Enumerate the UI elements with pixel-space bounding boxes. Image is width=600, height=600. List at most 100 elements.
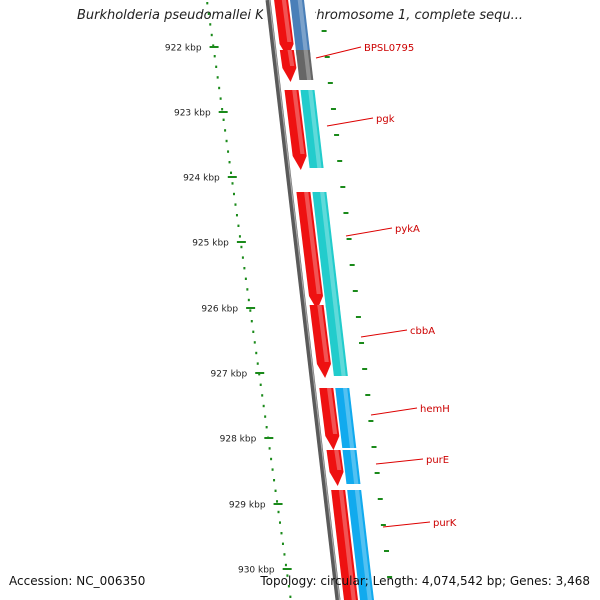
gene-arrow-forward	[331, 490, 358, 600]
minor-tick	[206, 2, 209, 5]
minor-tick	[277, 510, 280, 514]
minor-tick	[287, 585, 290, 588]
gene-arrow-reverse-shine	[308, 90, 322, 168]
minor-tick	[210, 33, 213, 37]
gene-arrow-reverse-shine	[303, 50, 312, 80]
minor-tick	[237, 224, 240, 227]
minor-tick	[209, 23, 212, 26]
minor-tick	[243, 267, 246, 270]
minor-tick	[271, 468, 274, 471]
gene-label-leader	[360, 329, 408, 338]
gene-arrow-reverse-shine	[342, 388, 355, 448]
minor-tick	[249, 309, 252, 312]
minor-tick	[327, 82, 333, 84]
scale-tick-label: 926 kbp	[201, 305, 238, 315]
gene-arrow-reverse	[312, 192, 340, 308]
minor-tick	[359, 342, 365, 344]
scale-tick-label: 930 kbp	[238, 566, 275, 576]
minor-tick	[286, 574, 289, 577]
minor-tick	[276, 500, 279, 503]
gene-arrow-forward	[296, 192, 323, 310]
minor-tick	[330, 108, 336, 110]
major-ticks: 922 kbp 923 kbp 924 kbp 925 kbp 926 kbp 927 k…	[165, 44, 292, 576]
gene-arrow-forward-shine	[334, 450, 342, 470]
gene-arrow-forward	[326, 450, 344, 486]
gene-arrow-reverse	[347, 490, 374, 600]
minor-tick	[380, 524, 386, 526]
minor-tick	[258, 373, 261, 376]
scale-tick-label: 922 kbp	[165, 44, 202, 54]
gene-arrow-reverse-shine	[333, 305, 346, 376]
gene-arrow-forward-shine	[287, 50, 295, 66]
gene-label[interactable]: pykA	[395, 224, 420, 235]
minor-tick	[228, 161, 231, 164]
gene-arrow-reverse	[325, 305, 348, 376]
minor-tick	[337, 160, 343, 162]
minor-tick	[273, 479, 276, 482]
minor-tick	[278, 521, 281, 524]
minor-tick	[215, 65, 218, 68]
gene-label[interactable]: cbbA	[410, 326, 435, 337]
minor-tick	[247, 298, 250, 302]
gene-label-leader	[375, 458, 424, 465]
minor-tick	[250, 320, 253, 323]
minor-tick	[216, 76, 219, 79]
minor-tick	[255, 351, 258, 355]
accession-text: Accession: NC_006350	[9, 574, 146, 588]
gene-label[interactable]: purE	[426, 455, 449, 466]
minor-tick	[265, 426, 268, 429]
summary-text: Topology: circular; Length: 4,074,542 bp…	[260, 574, 590, 588]
gene-arrow-reverse	[335, 388, 357, 448]
scale-tick-label: 927 kbp	[211, 370, 248, 380]
minor-tick	[252, 330, 255, 333]
minor-tick	[371, 446, 377, 448]
minor-tick	[384, 550, 389, 552]
minor-tick	[281, 542, 284, 545]
minor-tick	[256, 362, 259, 365]
minor-tick	[218, 86, 221, 90]
minor-tick	[225, 139, 228, 143]
gene-label[interactable]: purK	[433, 518, 457, 529]
minor-tick	[212, 44, 215, 47]
minor-tick	[232, 192, 235, 196]
gene-arrow-forward-shine	[292, 90, 305, 154]
minor-tick	[355, 316, 361, 318]
minor-tick	[253, 341, 256, 344]
minor-tick	[340, 186, 346, 188]
gene-arrow-forward	[284, 90, 307, 170]
gene-label[interactable]: hemH	[420, 404, 450, 415]
gene-label-leader	[370, 407, 418, 416]
minor-tick	[244, 277, 247, 280]
minor-tick	[268, 447, 271, 450]
minor-tick	[349, 264, 355, 266]
minor-tick	[224, 129, 227, 132]
minor-tick	[283, 553, 286, 556]
minor-tick	[362, 368, 368, 370]
gene-arrow-reverse-shine	[350, 450, 359, 484]
gene-label-leader	[326, 117, 374, 127]
gene-arrow-reverse-shine	[297, 0, 309, 56]
scale-tick-label: 928 kbp	[220, 435, 257, 445]
minor-tick	[213, 55, 216, 58]
gene-label[interactable]: pgk	[376, 114, 395, 125]
gene-arrow-forward-shine	[317, 305, 329, 362]
minor-tick	[270, 457, 273, 461]
minor-tick	[259, 383, 262, 386]
gene-label[interactable]: BPSL0795	[364, 43, 414, 54]
minor-tick	[324, 56, 330, 58]
minor-tick	[221, 108, 224, 111]
minor-tick	[365, 394, 371, 396]
minor-tick	[231, 182, 234, 185]
minor-tick	[207, 12, 210, 15]
gene-arrow-forward	[274, 0, 294, 58]
minor-tick	[240, 245, 243, 249]
minor-tick	[227, 150, 230, 153]
minor-tick	[284, 563, 287, 567]
minor-tick	[334, 134, 340, 136]
gene-label-leader	[345, 227, 393, 237]
gene-arrow-reverse	[300, 90, 324, 168]
minor-tick	[321, 30, 327, 32]
minor-tick	[230, 171, 233, 174]
